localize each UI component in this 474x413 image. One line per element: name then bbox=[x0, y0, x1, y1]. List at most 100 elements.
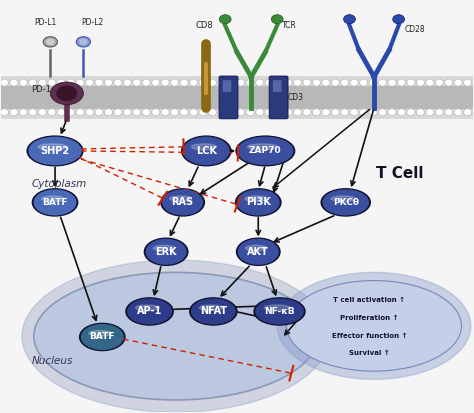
Ellipse shape bbox=[237, 238, 280, 266]
Ellipse shape bbox=[80, 323, 125, 351]
Circle shape bbox=[123, 109, 131, 116]
Ellipse shape bbox=[190, 298, 237, 325]
Circle shape bbox=[152, 109, 160, 116]
Ellipse shape bbox=[89, 330, 112, 336]
Ellipse shape bbox=[271, 15, 283, 24]
Circle shape bbox=[209, 109, 217, 116]
Circle shape bbox=[29, 79, 37, 86]
Circle shape bbox=[38, 109, 46, 116]
Circle shape bbox=[67, 79, 75, 86]
Circle shape bbox=[274, 79, 283, 86]
Circle shape bbox=[0, 79, 9, 86]
Circle shape bbox=[398, 109, 405, 116]
Ellipse shape bbox=[136, 305, 159, 311]
Ellipse shape bbox=[146, 240, 186, 264]
Ellipse shape bbox=[344, 15, 356, 24]
Text: Effector function ↑: Effector function ↑ bbox=[332, 333, 407, 339]
Text: RAS: RAS bbox=[172, 197, 194, 207]
Circle shape bbox=[161, 79, 169, 86]
Circle shape bbox=[180, 79, 188, 86]
Ellipse shape bbox=[22, 260, 329, 412]
Circle shape bbox=[350, 79, 358, 86]
Circle shape bbox=[85, 109, 93, 116]
Text: Survival ↑: Survival ↑ bbox=[349, 351, 390, 356]
Circle shape bbox=[0, 109, 9, 116]
Circle shape bbox=[416, 79, 424, 86]
Circle shape bbox=[19, 109, 27, 116]
Circle shape bbox=[142, 79, 150, 86]
Ellipse shape bbox=[191, 144, 217, 150]
Circle shape bbox=[369, 79, 377, 86]
Circle shape bbox=[209, 79, 217, 86]
Ellipse shape bbox=[182, 136, 231, 166]
Text: CD3: CD3 bbox=[288, 93, 304, 102]
Circle shape bbox=[57, 79, 65, 86]
Ellipse shape bbox=[183, 138, 229, 164]
Circle shape bbox=[95, 79, 103, 86]
Circle shape bbox=[379, 109, 387, 116]
Circle shape bbox=[180, 109, 188, 116]
Circle shape bbox=[303, 109, 311, 116]
Text: AKT: AKT bbox=[247, 247, 269, 257]
Circle shape bbox=[48, 79, 56, 86]
Ellipse shape bbox=[254, 298, 305, 325]
Ellipse shape bbox=[236, 189, 281, 216]
Circle shape bbox=[398, 79, 405, 86]
Ellipse shape bbox=[34, 190, 76, 215]
Text: NF-κB: NF-κB bbox=[264, 307, 295, 316]
Ellipse shape bbox=[323, 190, 368, 215]
Circle shape bbox=[454, 79, 462, 86]
Circle shape bbox=[199, 109, 207, 116]
Ellipse shape bbox=[245, 196, 268, 202]
Circle shape bbox=[10, 109, 18, 116]
Circle shape bbox=[142, 109, 150, 116]
Text: BATF: BATF bbox=[42, 198, 68, 207]
Circle shape bbox=[237, 109, 245, 116]
Ellipse shape bbox=[153, 245, 175, 251]
Ellipse shape bbox=[191, 299, 235, 324]
Circle shape bbox=[331, 109, 339, 116]
Ellipse shape bbox=[238, 240, 278, 264]
Circle shape bbox=[190, 109, 198, 116]
FancyBboxPatch shape bbox=[269, 76, 288, 119]
Circle shape bbox=[407, 109, 415, 116]
Ellipse shape bbox=[161, 189, 204, 216]
Ellipse shape bbox=[79, 38, 88, 45]
Circle shape bbox=[284, 109, 292, 116]
Circle shape bbox=[133, 79, 141, 86]
Circle shape bbox=[293, 109, 301, 116]
Circle shape bbox=[114, 79, 122, 86]
Circle shape bbox=[237, 79, 245, 86]
Circle shape bbox=[76, 109, 84, 116]
Text: SHP2: SHP2 bbox=[40, 146, 70, 156]
Ellipse shape bbox=[29, 138, 81, 164]
Circle shape bbox=[473, 109, 474, 116]
Bar bbox=[0, 76, 474, 119]
Circle shape bbox=[445, 79, 453, 86]
Ellipse shape bbox=[42, 196, 64, 202]
Circle shape bbox=[350, 109, 358, 116]
Circle shape bbox=[218, 109, 226, 116]
Circle shape bbox=[133, 109, 141, 116]
Circle shape bbox=[360, 109, 368, 116]
Ellipse shape bbox=[46, 38, 55, 45]
Circle shape bbox=[426, 109, 434, 116]
Circle shape bbox=[255, 109, 264, 116]
Text: Nucleus: Nucleus bbox=[31, 356, 73, 366]
Circle shape bbox=[379, 79, 387, 86]
Circle shape bbox=[388, 109, 396, 116]
Circle shape bbox=[29, 109, 37, 116]
Ellipse shape bbox=[50, 82, 83, 104]
Ellipse shape bbox=[145, 238, 188, 266]
Circle shape bbox=[322, 79, 330, 86]
Text: PD-L2: PD-L2 bbox=[82, 19, 104, 27]
Circle shape bbox=[228, 79, 236, 86]
Circle shape bbox=[123, 79, 131, 86]
Bar bbox=[0, 86, 474, 109]
Circle shape bbox=[76, 79, 84, 86]
Ellipse shape bbox=[34, 272, 318, 400]
Circle shape bbox=[360, 79, 368, 86]
Ellipse shape bbox=[56, 85, 77, 101]
Ellipse shape bbox=[43, 37, 57, 47]
Circle shape bbox=[312, 79, 320, 86]
